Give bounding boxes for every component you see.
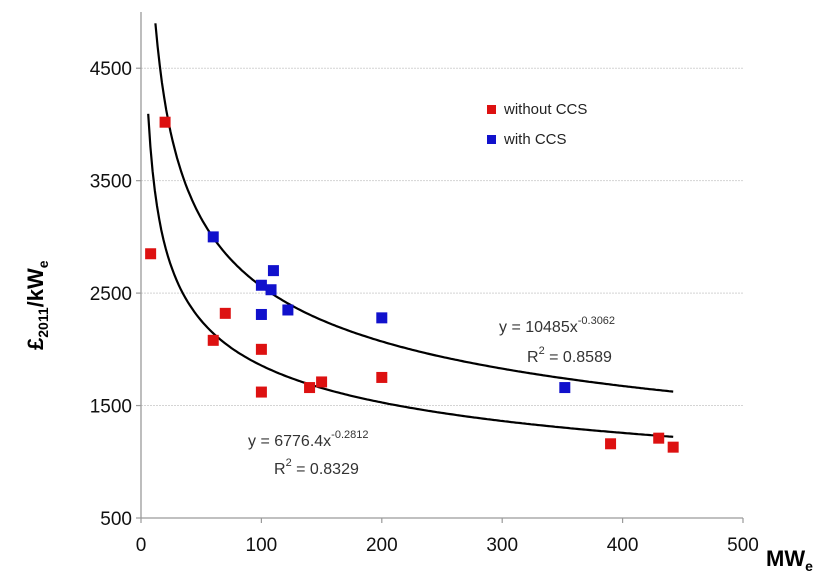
data-point-without-ccs (207, 334, 219, 346)
equation-without-ccs-formula: y = 6776.4x-0.2812 (248, 429, 368, 450)
y-axis-title: £2011/kWe (23, 260, 51, 350)
r2-without-ccs: R2 = 0.8329 (274, 457, 359, 478)
fit-curves (147, 23, 674, 438)
data-point-with-ccs (282, 304, 294, 316)
gridlines (141, 67, 743, 407)
equation-with-ccs: y = 10485x-0.3062 R2 = 0.8589 (499, 315, 615, 366)
data-point-without-ccs (667, 441, 679, 453)
x-tick-label: 500 (727, 535, 759, 556)
y-tick-label: 1500 (90, 397, 132, 418)
data-point-without-ccs (219, 307, 231, 319)
data-point-with-ccs (255, 279, 267, 291)
x-tick-label: 300 (486, 535, 518, 556)
data-point-with-ccs (207, 231, 219, 243)
y-tick-label: 2500 (90, 284, 132, 305)
legend-label-without-ccs: without CCS (503, 101, 587, 118)
data-point-with-ccs (267, 265, 279, 277)
x-tick-label: 0 (136, 535, 147, 556)
data-point-with-ccs (559, 382, 571, 394)
data-point-without-ccs (653, 432, 665, 444)
legend: without CCS with CCS (487, 101, 587, 148)
data-points (145, 116, 679, 453)
equation-without-ccs: y = 6776.4x-0.2812 R2 = 0.8329 (248, 429, 368, 478)
x-axis-title: MWe (766, 546, 813, 574)
y-tick-label: 500 (100, 509, 132, 530)
x-axis-ticks: 0 100 200 300 400 500 (136, 518, 759, 556)
data-point-without-ccs (255, 343, 267, 355)
x-tick-label: 100 (246, 535, 278, 556)
data-point-without-ccs (605, 438, 617, 450)
x-tick-label: 200 (366, 535, 398, 556)
x-tick-label: 400 (607, 535, 639, 556)
legend-marker-without-ccs (487, 105, 496, 114)
legend-label-with-ccs: with CCS (503, 131, 567, 148)
fit-curve-with-ccs (154, 23, 674, 393)
r2-with-ccs: R2 = 0.8589 (527, 345, 612, 366)
y-axis-ticks: 500 1500 2500 3500 4500 (90, 59, 141, 530)
data-point-without-ccs (159, 116, 171, 128)
data-point-with-ccs (376, 312, 388, 324)
equation-with-ccs-formula: y = 10485x-0.3062 (499, 315, 615, 336)
data-point-without-ccs (376, 371, 388, 383)
data-point-without-ccs (145, 248, 157, 260)
y-tick-label: 4500 (90, 59, 132, 80)
data-point-with-ccs (265, 284, 277, 296)
data-point-without-ccs (316, 376, 328, 388)
data-point-with-ccs (255, 308, 267, 320)
legend-marker-with-ccs (487, 135, 496, 144)
data-point-without-ccs (255, 386, 267, 398)
y-tick-label: 3500 (90, 172, 132, 193)
fit-curve-without-ccs (147, 113, 674, 438)
data-point-without-ccs (304, 382, 316, 394)
